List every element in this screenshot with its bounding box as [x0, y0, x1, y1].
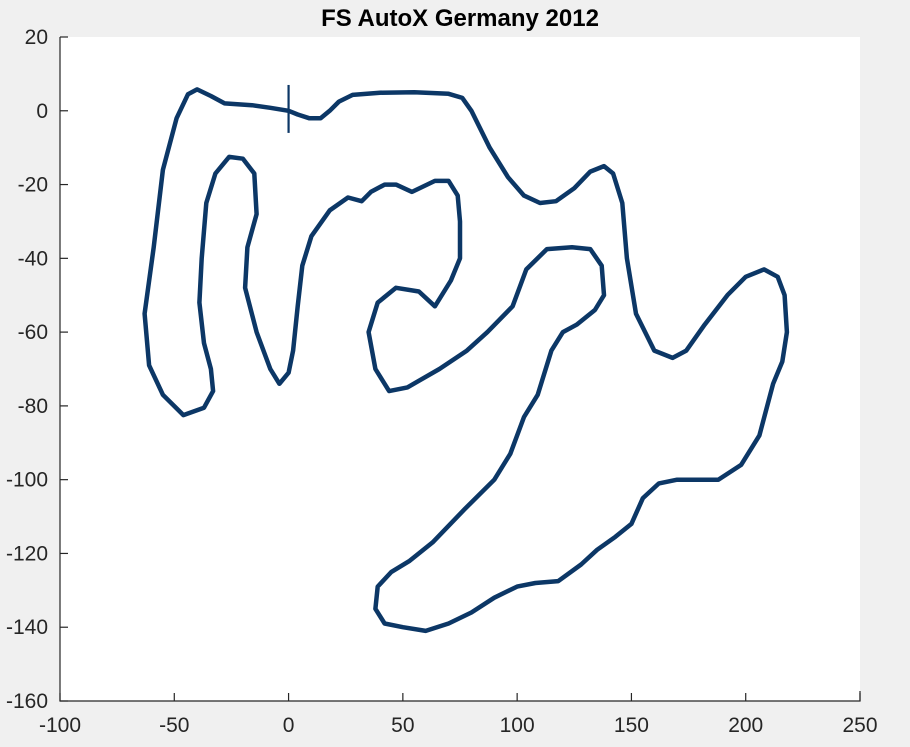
y-tick-label: -160: [6, 690, 48, 713]
y-tick-label: -120: [6, 542, 48, 565]
y-tick-label: -100: [6, 469, 48, 492]
tick-layer: -100 -50 0 50 100 150 200 250200-20-40-60-80-10…: [6, 26, 878, 737]
axes-background: [60, 37, 860, 701]
x-tick-label: 150: [614, 714, 649, 737]
track-line: [142, 87, 790, 634]
y-tick-label: 20: [25, 26, 48, 49]
axes-frame: [59, 37, 861, 702]
x-tick-label: 0: [283, 714, 295, 737]
y-tick-label: -140: [6, 616, 48, 639]
x-tick-label: -100: [39, 714, 81, 737]
x-tick-label: 250: [842, 714, 877, 737]
x-tick-label: 100: [500, 714, 535, 737]
y-tick-label: -20: [18, 174, 48, 197]
y-tick-label: -60: [18, 321, 48, 344]
y-tick-label: 0: [36, 100, 48, 123]
y-tick-label: -80: [18, 395, 48, 418]
y-tick-label: -40: [18, 247, 48, 270]
chart-title: FS AutoX Germany 2012: [321, 5, 599, 32]
x-tick-label: 200: [728, 714, 763, 737]
x-tick-label: 50: [391, 714, 414, 737]
x-tick-label: -50: [159, 714, 189, 737]
